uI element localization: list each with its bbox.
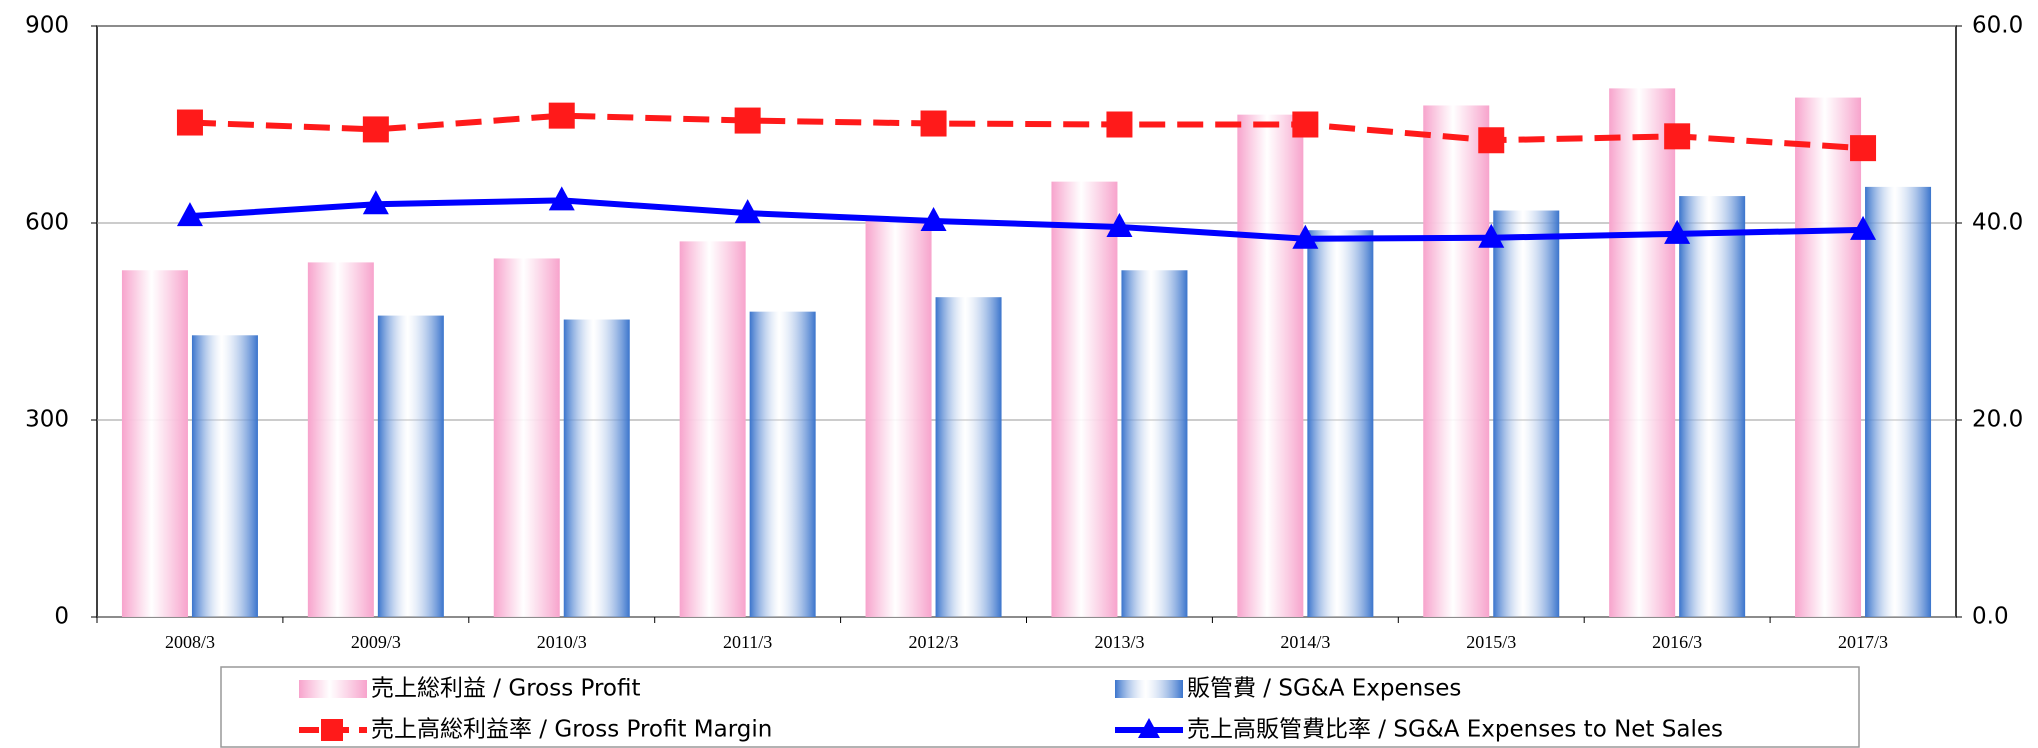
marker: [1106, 212, 1133, 237]
x-tick-label: 2009/3: [351, 632, 401, 652]
bar: [1051, 181, 1118, 617]
bar: [1865, 186, 1932, 617]
bar: [1423, 105, 1490, 617]
bar: [377, 315, 444, 617]
bar: [1795, 97, 1862, 618]
legend-swatch: [1115, 680, 1183, 698]
legend-label: 売上総利益 / Gross Profit: [371, 676, 641, 702]
x-tick-label: 2011/3: [723, 632, 772, 652]
bar: [121, 270, 188, 617]
bar: [493, 258, 560, 617]
legend-marker: [321, 719, 343, 741]
bar: [865, 219, 932, 617]
bar: [307, 262, 374, 617]
marker: [176, 202, 203, 227]
bar: [1493, 210, 1560, 618]
y-tick-label: 600: [25, 210, 69, 236]
bar: [679, 241, 746, 618]
bar: [191, 335, 258, 617]
line: [189, 197, 1864, 242]
x-tick-label: 2010/3: [537, 632, 587, 652]
bar: [1121, 270, 1188, 617]
legend-label: 売上高販管費比率 / SG&A Expenses to Net Sales: [1187, 717, 1723, 743]
y-tick-label: 900: [25, 13, 69, 39]
marker: [1850, 215, 1877, 240]
x-tick-label: 2012/3: [909, 632, 959, 652]
x-tick-label: 2017/3: [1838, 632, 1888, 652]
bar: [1679, 196, 1746, 617]
legend-label: 売上高総利益率 / Gross Profit Margin: [371, 717, 772, 743]
bar: [1609, 88, 1676, 618]
bar: [935, 297, 1002, 617]
plot-area: [96, 25, 1957, 618]
marker: [1478, 223, 1505, 248]
x-tick-label: 2015/3: [1466, 632, 1516, 652]
marker: [548, 186, 575, 211]
legend-box: [220, 666, 1860, 748]
marker: [734, 199, 761, 224]
bar: [749, 311, 816, 617]
marker: [1664, 219, 1691, 244]
marker: [1292, 224, 1319, 249]
x-tick-label: 2016/3: [1652, 632, 1702, 652]
legend-label: 販管費 / SG&A Expenses: [1187, 676, 1461, 702]
marker: [1664, 123, 1691, 150]
y2-tick-label: 60.0: [1972, 13, 2023, 39]
marker: [362, 190, 389, 215]
marker: [176, 109, 203, 136]
line: [189, 112, 1864, 152]
x-tick-label: 2008/3: [165, 632, 215, 652]
y2-tick-label: 20.0: [1972, 407, 2023, 433]
x-tick-label: 2013/3: [1094, 632, 1144, 652]
bar: [1237, 114, 1304, 618]
marker: [548, 102, 575, 129]
marker: [734, 107, 761, 134]
marker: [1478, 127, 1505, 154]
marker: [1850, 135, 1877, 162]
bar: [563, 319, 630, 617]
marker: [1292, 111, 1319, 138]
y2-tick-label: 0.0: [1972, 604, 2009, 630]
y-tick-label: 300: [25, 407, 69, 433]
marker: [920, 207, 947, 232]
marker: [362, 116, 389, 143]
legend-marker: [1138, 718, 1160, 738]
y2-tick-label: 40.0: [1972, 210, 2023, 236]
legend-swatch: [299, 680, 367, 698]
x-tick-label: 2014/3: [1280, 632, 1330, 652]
bar: [1307, 230, 1374, 617]
marker: [1106, 111, 1133, 138]
y-tick-label: 0: [54, 604, 69, 630]
marker: [920, 110, 947, 137]
